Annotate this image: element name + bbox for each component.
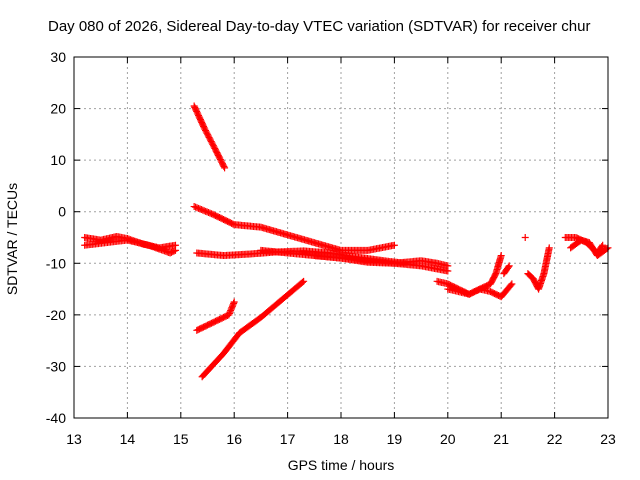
x-tick-label: 20 xyxy=(440,431,456,447)
series-arc-p xyxy=(567,236,612,260)
y-tick-label: 20 xyxy=(50,101,66,117)
series-arc-n xyxy=(524,244,553,293)
x-tick-label: 13 xyxy=(66,431,82,447)
series-arc-l xyxy=(500,262,513,278)
series-arc-i xyxy=(310,252,452,270)
y-tick-label: 10 xyxy=(50,152,66,168)
chart-title: Day 080 of 2026, Sidereal Day-to-day VTE… xyxy=(48,18,591,35)
series-arc-g xyxy=(198,277,308,381)
y-tick-label: -40 xyxy=(46,410,66,426)
x-tick-label: 14 xyxy=(120,431,136,447)
y-tick-label: -20 xyxy=(46,307,66,323)
x-tick-label: 17 xyxy=(280,431,296,447)
data-point xyxy=(221,164,229,172)
x-tick-label: 22 xyxy=(547,431,563,447)
data-point xyxy=(521,234,529,241)
series-arc-f xyxy=(193,298,238,334)
series-arc-m xyxy=(521,234,529,241)
data-point xyxy=(300,277,308,285)
series-arc-d xyxy=(190,203,398,254)
data-point xyxy=(230,298,238,306)
x-tick-label: 19 xyxy=(387,431,403,447)
series-arc-b xyxy=(81,236,179,257)
data-point xyxy=(298,278,306,286)
x-tick-label: 15 xyxy=(173,431,189,447)
y-tick-label: 0 xyxy=(58,204,66,220)
data-point xyxy=(545,244,553,252)
data-marks xyxy=(81,102,612,381)
axis-ticks: 13 14 15 16 17 18 19 20 21 22 23 -40 -30 -20 -10 0 10 20 3… xyxy=(46,49,616,447)
data-point xyxy=(505,262,513,270)
data-point xyxy=(171,246,179,254)
data-point xyxy=(444,262,452,270)
y-tick-label: 30 xyxy=(50,49,66,65)
data-point xyxy=(508,280,516,288)
data-point xyxy=(603,245,611,253)
data-point xyxy=(390,241,398,249)
data-point xyxy=(504,263,512,271)
data-point xyxy=(497,252,505,260)
x-tick-label: 23 xyxy=(600,431,616,447)
x-axis-label: GPS time / hours xyxy=(287,457,395,473)
x-tick-label: 18 xyxy=(333,431,349,447)
data-point xyxy=(507,281,515,289)
grid-lines xyxy=(74,57,608,418)
series-arc-k xyxy=(444,252,505,298)
x-tick-label: 16 xyxy=(226,431,242,447)
data-point xyxy=(220,162,228,170)
x-tick-label: 21 xyxy=(493,431,509,447)
y-tick-label: -30 xyxy=(46,358,66,374)
data-point xyxy=(170,247,178,255)
series-arc-c xyxy=(190,102,229,172)
data-point xyxy=(599,241,607,249)
y-tick-label: -10 xyxy=(46,255,66,271)
